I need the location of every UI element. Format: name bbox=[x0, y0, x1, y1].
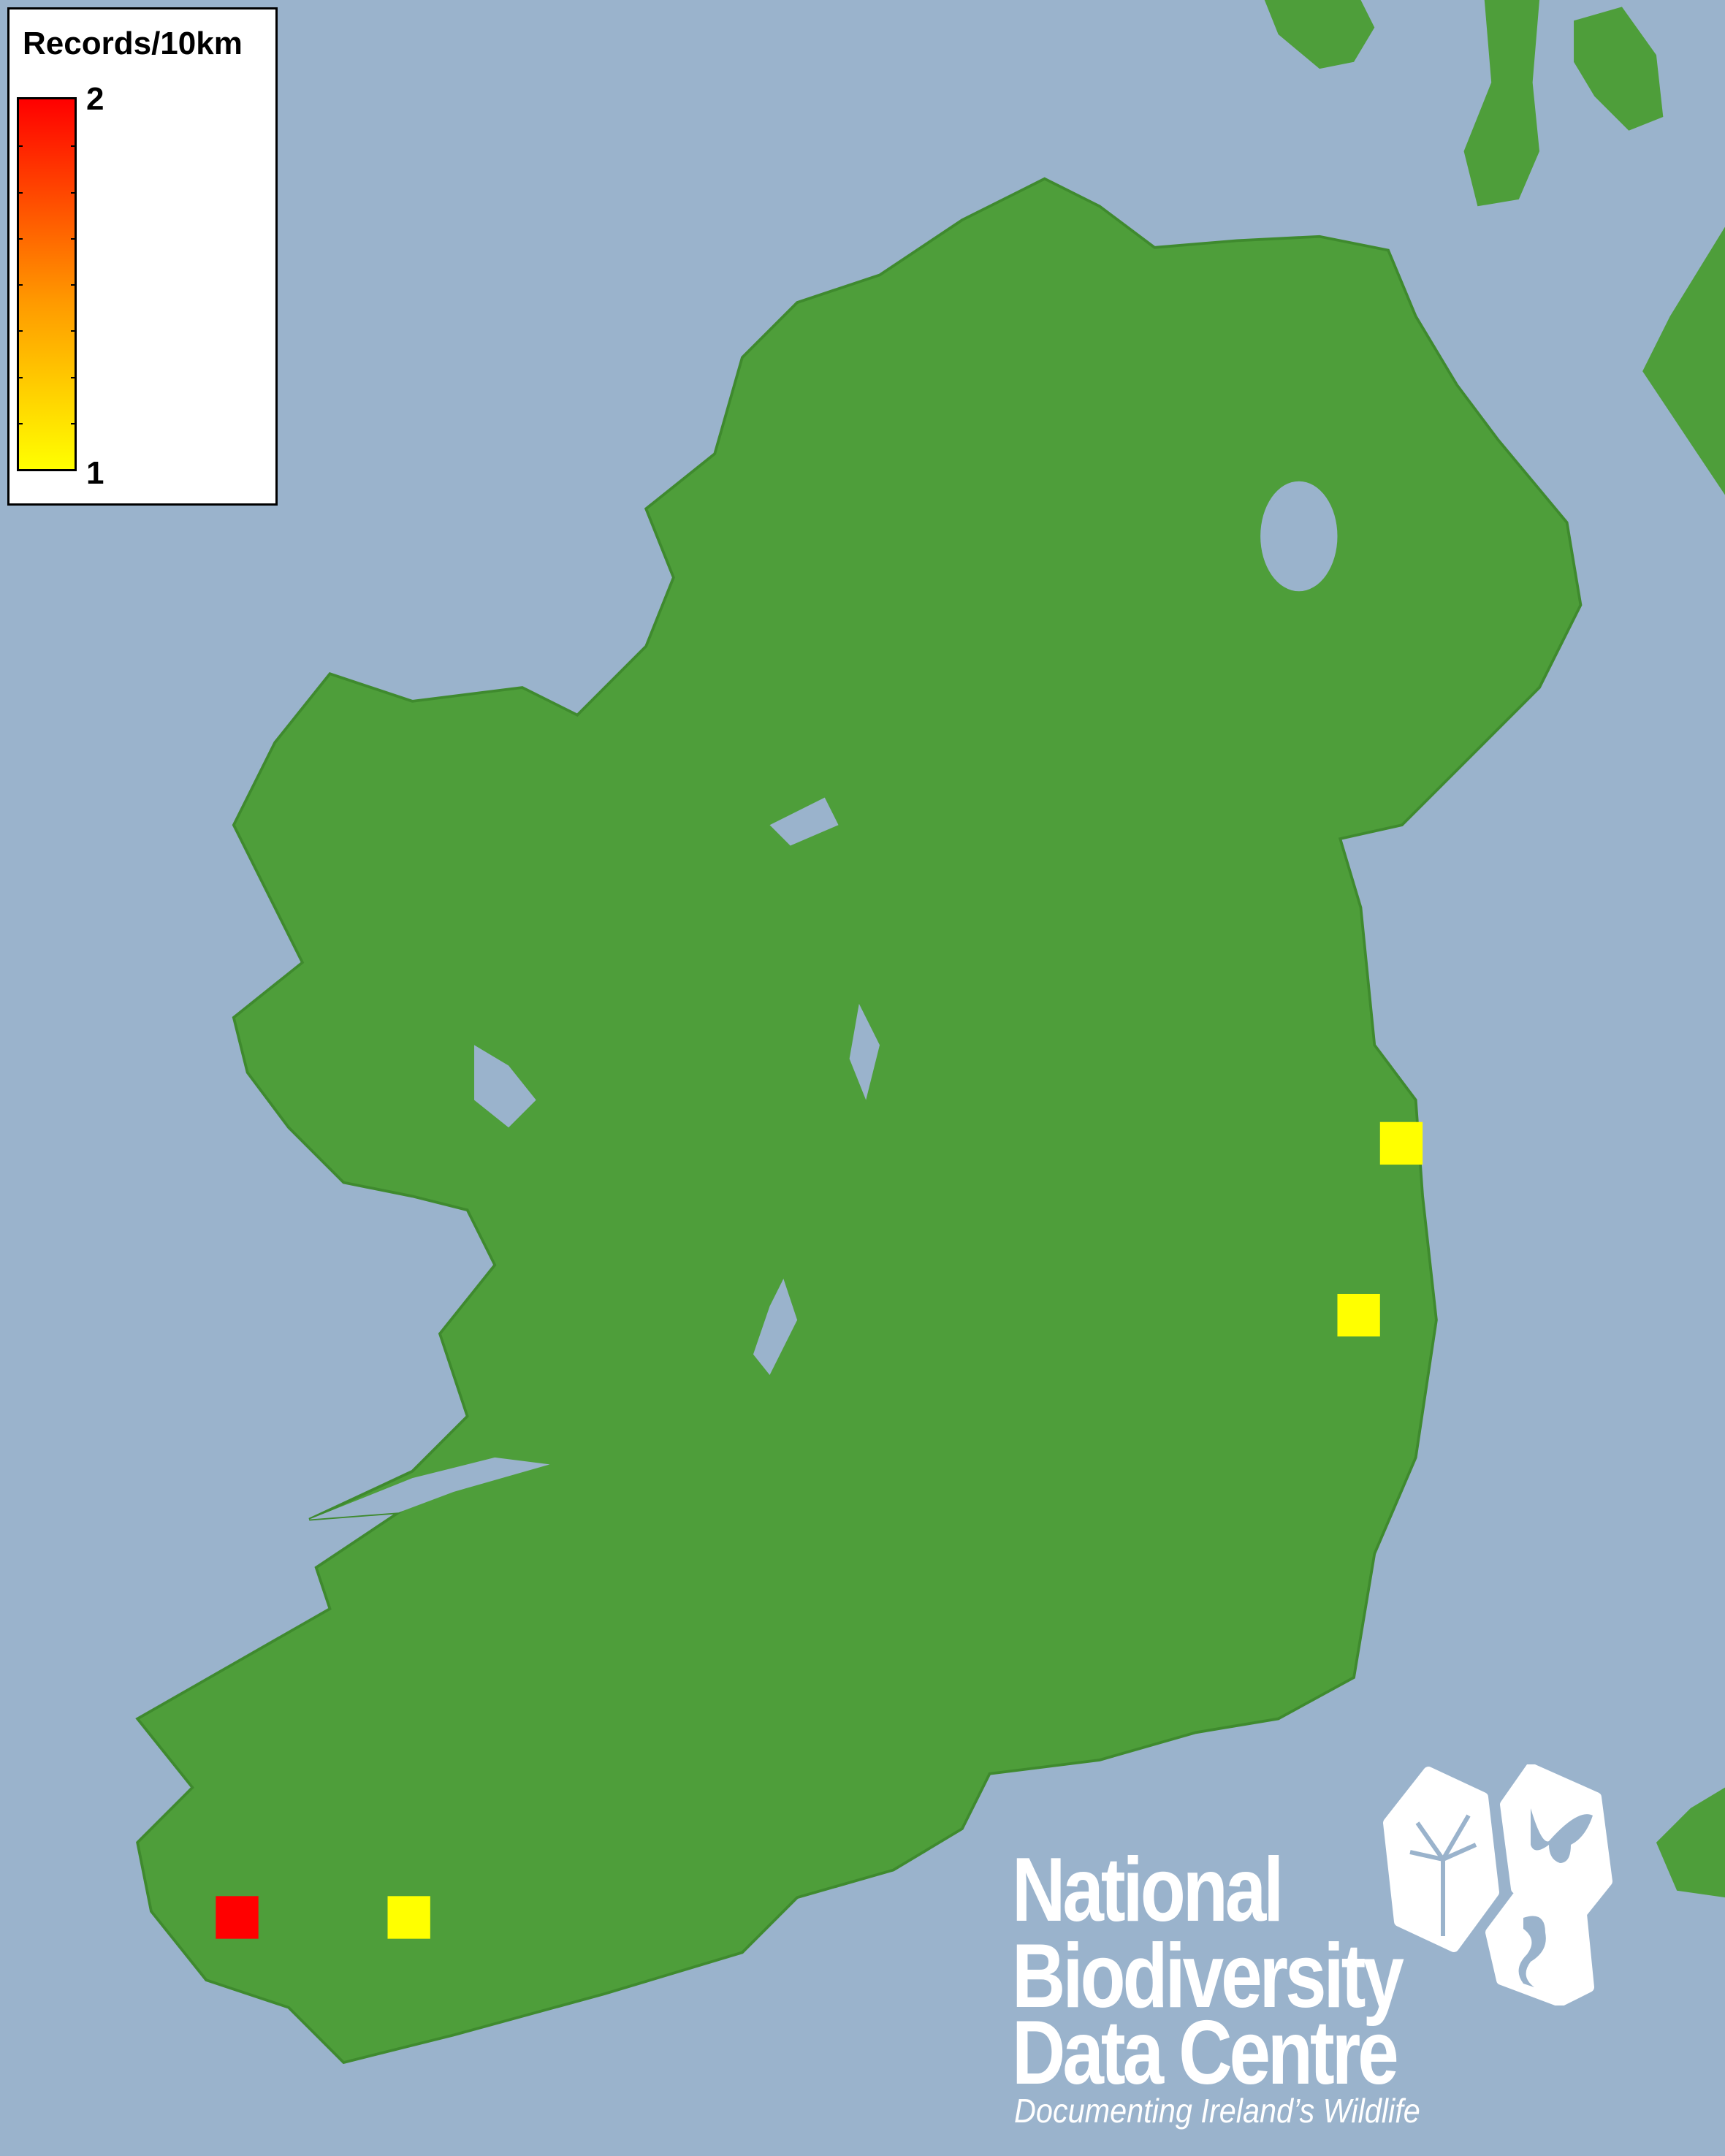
record-square-2 bbox=[1337, 1293, 1380, 1337]
land-scotland bbox=[1574, 7, 1664, 131]
logo-line-2: Biodiversity bbox=[1012, 1926, 1404, 2027]
logo-line-1: National bbox=[1012, 1840, 1284, 1940]
legend: Records/10km 2 1 bbox=[7, 7, 278, 506]
seahorse-icon bbox=[1485, 1883, 1594, 2005]
land-isle-of-man bbox=[1656, 1787, 1725, 1898]
land-scotland bbox=[1642, 226, 1725, 495]
lough-ree bbox=[849, 1003, 880, 1100]
record-square-1 bbox=[1379, 1121, 1423, 1165]
logo-tagline: Documenting Ireland’s Wildlife bbox=[1014, 2092, 1420, 2130]
tree-icon bbox=[1383, 1767, 1499, 1952]
shannon-estuary bbox=[309, 1457, 550, 1520]
land-ireland bbox=[135, 177, 1583, 2065]
logo-line-3: Data Centre bbox=[1012, 2003, 1399, 2103]
lough-derg bbox=[753, 1279, 798, 1376]
legend-max-label: 2 bbox=[86, 81, 104, 117]
lough-corrib bbox=[474, 1045, 536, 1128]
land-scotland bbox=[1264, 0, 1375, 69]
lough-erne bbox=[769, 797, 839, 846]
legend-color-bar bbox=[17, 97, 77, 471]
record-squares bbox=[216, 1121, 1423, 1939]
record-square-4 bbox=[387, 1896, 430, 1939]
legend-min-label: 1 bbox=[86, 455, 104, 491]
land-scotland bbox=[1463, 0, 1540, 207]
logo-hexagons bbox=[1383, 1764, 1612, 2005]
legend-title: Records/10km bbox=[23, 26, 243, 61]
butterfly-icon bbox=[1500, 1764, 1612, 1923]
lough-neagh bbox=[1260, 481, 1338, 592]
record-square-3 bbox=[216, 1896, 259, 1939]
